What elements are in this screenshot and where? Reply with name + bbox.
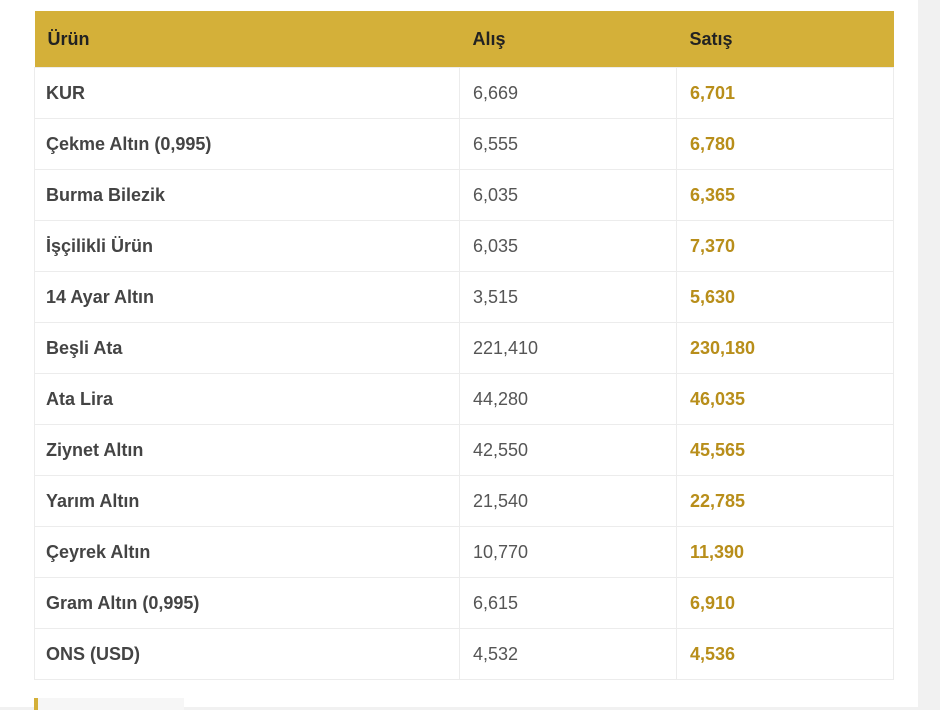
sell-price: 11,390 bbox=[676, 526, 894, 578]
table-row: Yarım Altın 21,540 22,785 bbox=[34, 475, 894, 527]
table-row: Beşli Ata 221,410 230,180 bbox=[34, 322, 894, 374]
header-row: Ürün Alış Satış bbox=[34, 11, 894, 68]
product-name: Gram Altın (0,995) bbox=[34, 577, 460, 629]
table-row: ONS (USD) 4,532 4,536 bbox=[34, 628, 894, 680]
table-row: Ata Lira 44,280 46,035 bbox=[34, 373, 894, 425]
product-name: Çekme Altın (0,995) bbox=[34, 118, 460, 170]
table-body: KUR 6,669 6,701 Çekme Altın (0,995) 6,555 6,7… bbox=[34, 67, 894, 680]
card: Ürün Alış Satış KUR 6,669 6,701 Çekme Altın (… bbox=[0, 0, 918, 710]
table-row: Gram Altın (0,995) 6,615 6,910 bbox=[34, 577, 894, 629]
product-name: Burma Bilezik bbox=[34, 169, 460, 221]
sell-price: 6,365 bbox=[676, 169, 894, 221]
buy-price: 3,515 bbox=[459, 271, 677, 323]
table-row: Burma Bilezik 6,035 6,365 bbox=[34, 169, 894, 221]
sell-price: 45,565 bbox=[676, 424, 894, 476]
buy-price: 6,555 bbox=[459, 118, 677, 170]
buy-price: 221,410 bbox=[459, 322, 677, 374]
product-name: KUR bbox=[34, 67, 460, 119]
buy-price: 21,540 bbox=[459, 475, 677, 527]
price-table: Ürün Alış Satış KUR 6,669 6,701 Çekme Altın (… bbox=[34, 11, 894, 680]
table-row: 14 Ayar Altın 3,515 5,630 bbox=[34, 271, 894, 323]
product-name: Ziynet Altın bbox=[34, 424, 460, 476]
sell-price: 4,536 bbox=[676, 628, 894, 680]
buy-price: 44,280 bbox=[459, 373, 677, 425]
product-name: Beşli Ata bbox=[34, 322, 460, 374]
table-row: Çekme Altın (0,995) 6,555 6,780 bbox=[34, 118, 894, 170]
sell-price: 22,785 bbox=[676, 475, 894, 527]
product-name: Çeyrek Altın bbox=[34, 526, 460, 578]
sell-price: 6,780 bbox=[676, 118, 894, 170]
product-name: 14 Ayar Altın bbox=[34, 271, 460, 323]
sell-price: 5,630 bbox=[676, 271, 894, 323]
table-row: Çeyrek Altın 10,770 11,390 bbox=[34, 526, 894, 578]
buy-price: 6,035 bbox=[459, 220, 677, 272]
sell-price: 6,910 bbox=[676, 577, 894, 629]
header-cell: Ürün bbox=[34, 11, 460, 68]
header-cell: Satış bbox=[676, 11, 894, 68]
buy-price: 42,550 bbox=[459, 424, 677, 476]
table-row: İşçilikli Ürün 6,035 7,370 bbox=[34, 220, 894, 272]
next-section-tab bbox=[34, 698, 184, 710]
buy-price: 4,532 bbox=[459, 628, 677, 680]
table-header: Ürün Alış Satış bbox=[34, 11, 894, 68]
table-row: Ziynet Altın 42,550 45,565 bbox=[34, 424, 894, 476]
sell-price: 6,701 bbox=[676, 67, 894, 119]
product-name: Yarım Altın bbox=[34, 475, 460, 527]
buy-price: 6,669 bbox=[459, 67, 677, 119]
buy-price: 6,035 bbox=[459, 169, 677, 221]
buy-price: 10,770 bbox=[459, 526, 677, 578]
sell-price: 7,370 bbox=[676, 220, 894, 272]
sell-price: 46,035 bbox=[676, 373, 894, 425]
product-name: İşçilikli Ürün bbox=[34, 220, 460, 272]
product-name: Ata Lira bbox=[34, 373, 460, 425]
buy-price: 6,615 bbox=[459, 577, 677, 629]
sell-price: 230,180 bbox=[676, 322, 894, 374]
table-row: KUR 6,669 6,701 bbox=[34, 67, 894, 119]
product-name: ONS (USD) bbox=[34, 628, 460, 680]
header-cell: Alış bbox=[459, 11, 677, 68]
